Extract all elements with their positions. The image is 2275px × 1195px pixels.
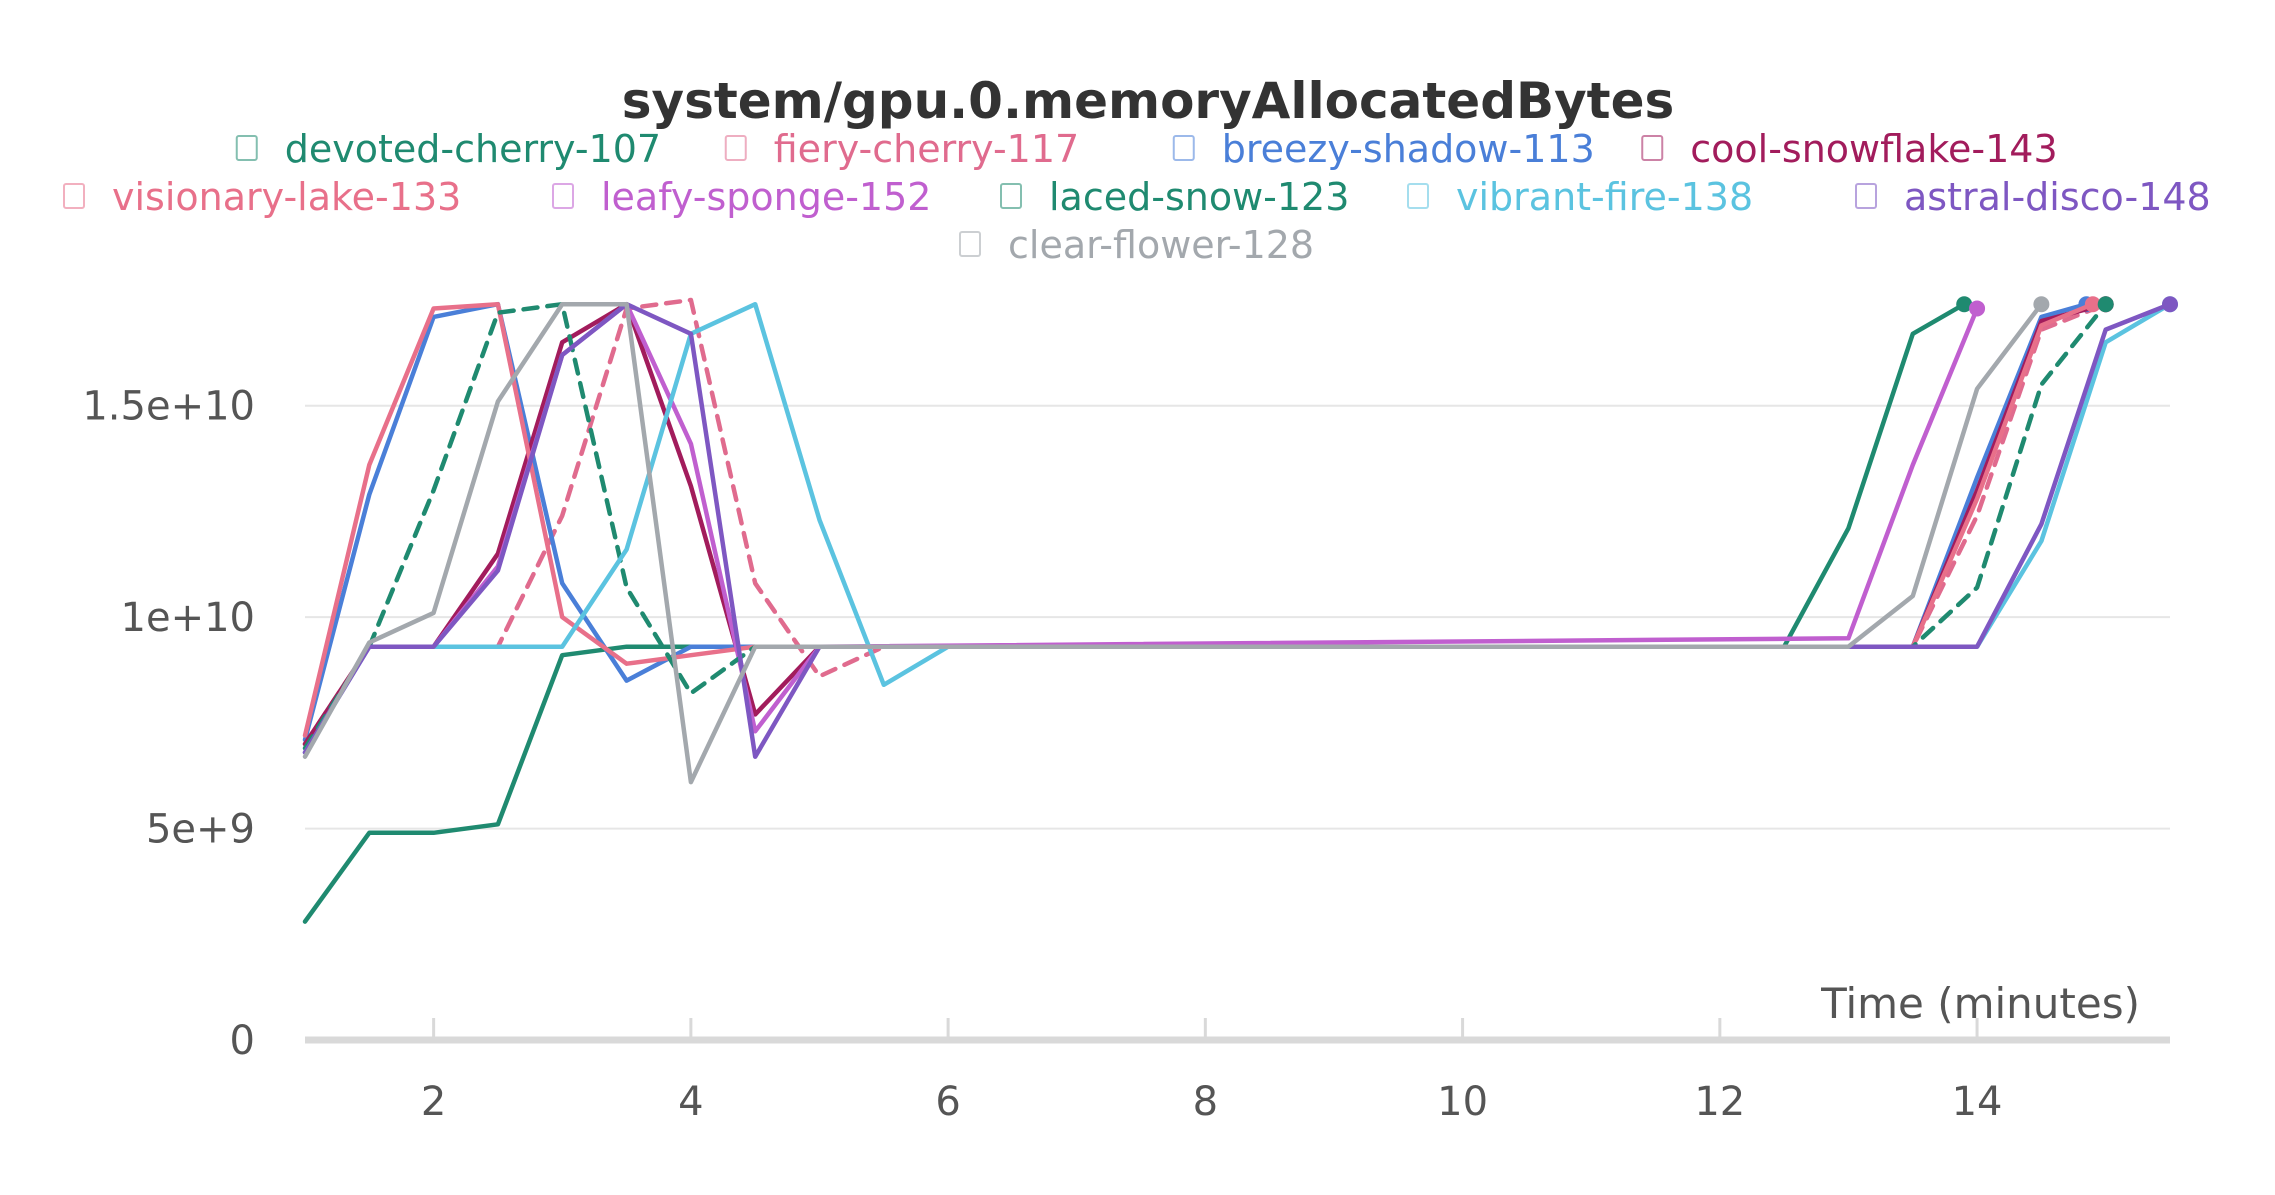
x-tick-label: 4 bbox=[678, 1079, 703, 1125]
x-axis-title: Time (minutes) bbox=[1820, 979, 2140, 1028]
legend-swatch bbox=[1641, 135, 1664, 161]
x-tick-label: 10 bbox=[1437, 1079, 1488, 1125]
legend-swatch bbox=[1172, 135, 1195, 161]
legend-item-fiery-cherry-117[interactable]: fiery-cherry-117 bbox=[724, 127, 1079, 171]
legend-swatch bbox=[1000, 183, 1022, 209]
x-tick-label: 14 bbox=[1952, 1079, 2003, 1125]
series-line-astral-disco-148 bbox=[302, 301, 2173, 759]
y-tick-label: 1.5e+10 bbox=[82, 384, 255, 430]
series-end-point bbox=[2097, 296, 2114, 313]
legend-label: cool-snowflake-143 bbox=[1690, 127, 2057, 171]
legend-label: clear-flower-128 bbox=[1008, 223, 1314, 267]
series-end-point bbox=[1956, 296, 1973, 313]
series-line-visionary-lake-133 bbox=[302, 301, 2096, 738]
legend-swatch bbox=[1407, 183, 1429, 209]
legend-label: fiery-cherry-117 bbox=[774, 127, 1079, 171]
series-line-clear-flower-128 bbox=[302, 301, 2044, 785]
series-line-breezy-shadow-113 bbox=[302, 301, 2089, 743]
x-tick-label: 6 bbox=[935, 1079, 960, 1125]
series-end-point bbox=[2162, 296, 2178, 313]
series-lines bbox=[302, 296, 2178, 924]
legend-swatch bbox=[235, 135, 258, 161]
y-tick-label: 1e+10 bbox=[121, 595, 255, 641]
x-tick-label: 2 bbox=[421, 1079, 446, 1125]
legend-item-devoted-cherry-107[interactable]: devoted-cherry-107 bbox=[235, 127, 661, 171]
legend-label: vibrant-fire-138 bbox=[1456, 175, 1753, 219]
legend-label: visionary-lake-133 bbox=[112, 175, 461, 219]
legend-label: devoted-cherry-107 bbox=[285, 127, 661, 171]
legend-swatch bbox=[552, 183, 574, 209]
legend-swatch bbox=[959, 231, 981, 257]
series-line-vibrant-fire-138 bbox=[302, 301, 2173, 755]
x-tick-label: 12 bbox=[1694, 1079, 1745, 1125]
legend-item-astral-disco-148[interactable]: astral-disco-148 bbox=[1855, 175, 2211, 219]
legend-item-breezy-shadow-113[interactable]: breezy-shadow-113 bbox=[1172, 127, 1595, 171]
series-end-point bbox=[2033, 296, 2050, 313]
legend-label: laced-snow-123 bbox=[1049, 175, 1349, 219]
y-tick-label: 0 bbox=[230, 1018, 255, 1064]
legend-label: breezy-shadow-113 bbox=[1222, 127, 1595, 171]
legend-item-leafy-sponge-152[interactable]: leafy-sponge-152 bbox=[552, 175, 931, 219]
legend: devoted-cherry-107 fiery-cherry-117 breezy… bbox=[63, 127, 2211, 267]
legend-item-visionary-lake-133[interactable]: visionary-lake-133 bbox=[63, 175, 461, 219]
legend-item-cool-snowflake-143[interactable]: cool-snowflake-143 bbox=[1641, 127, 2058, 171]
axes: 0 5e+9 1e+10 1.5e+10 2 4 6 8 10 12 14 bbox=[82, 384, 2170, 1125]
legend-swatch bbox=[63, 183, 85, 209]
legend-item-vibrant-fire-138[interactable]: vibrant-fire-138 bbox=[1407, 175, 1753, 219]
legend-item-clear-flower-128[interactable]: clear-flower-128 bbox=[959, 223, 1314, 267]
series-end-point bbox=[1969, 300, 1986, 317]
legend-swatch bbox=[1855, 183, 1877, 209]
x-tick-label: 8 bbox=[1193, 1079, 1218, 1125]
legend-item-laced-snow-123[interactable]: laced-snow-123 bbox=[1000, 175, 1349, 219]
legend-label: leafy-sponge-152 bbox=[601, 175, 931, 219]
chart-title: system/gpu.0.memoryAllocatedBytes bbox=[622, 72, 1675, 130]
gridlines bbox=[305, 404, 2170, 830]
legend-swatch bbox=[724, 135, 747, 161]
legend-label: astral-disco-148 bbox=[1904, 175, 2211, 219]
series-line-laced-snow-123 bbox=[302, 301, 2108, 751]
series-end-point bbox=[2084, 296, 2101, 313]
y-tick-label: 5e+9 bbox=[146, 807, 255, 853]
